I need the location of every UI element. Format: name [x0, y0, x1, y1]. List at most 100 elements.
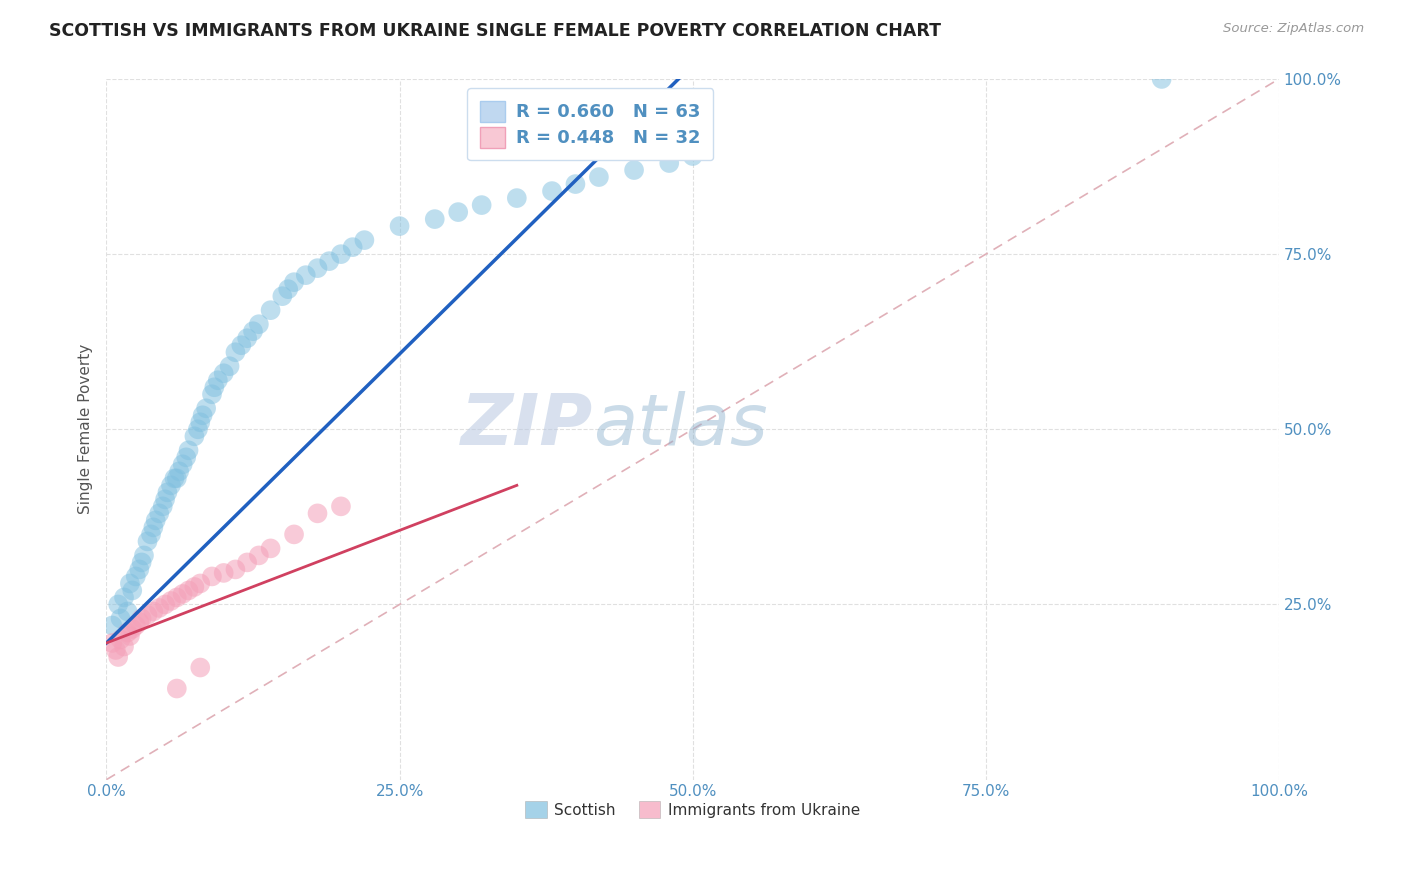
Point: [307, 261, 329, 276]
Point: [107, 650, 129, 665]
Point: [247, 549, 270, 563]
Point: [218, 359, 240, 374]
Point: [183, 580, 205, 594]
Text: atlas: atlas: [593, 392, 768, 460]
Point: [447, 205, 470, 219]
Point: [330, 500, 353, 514]
Point: [224, 345, 246, 359]
Point: [283, 527, 305, 541]
Point: [247, 317, 270, 331]
Point: [541, 184, 564, 198]
Point: [121, 583, 143, 598]
Point: [163, 471, 186, 485]
Point: [112, 640, 135, 654]
Point: [132, 549, 155, 563]
Point: [202, 380, 225, 394]
Point: [172, 458, 194, 472]
Point: [212, 366, 235, 380]
Point: [564, 177, 586, 191]
Point: [259, 541, 281, 556]
Point: [104, 643, 127, 657]
Point: [167, 464, 190, 478]
Point: [160, 478, 183, 492]
Point: [231, 338, 253, 352]
Point: [153, 492, 176, 507]
Y-axis label: Single Female Poverty: Single Female Poverty: [79, 344, 93, 515]
Point: [101, 636, 124, 650]
Text: SCOTTISH VS IMMIGRANTS FROM UKRAINE SINGLE FEMALE POVERTY CORRELATION CHART: SCOTTISH VS IMMIGRANTS FROM UKRAINE SING…: [49, 22, 941, 40]
Point: [236, 556, 259, 570]
Point: [166, 471, 188, 485]
Point: [342, 240, 364, 254]
Point: [148, 601, 170, 615]
Point: [125, 569, 148, 583]
Point: [136, 534, 159, 549]
Point: [471, 198, 494, 212]
Point: [118, 576, 141, 591]
Point: [117, 625, 139, 640]
Point: [121, 622, 143, 636]
Point: [110, 632, 132, 647]
Point: [242, 324, 264, 338]
Text: Source: ZipAtlas.com: Source: ZipAtlas.com: [1223, 22, 1364, 36]
Text: ZIP: ZIP: [461, 392, 593, 460]
Point: [142, 520, 165, 534]
Point: [153, 598, 176, 612]
Point: [166, 681, 188, 696]
Point: [330, 247, 353, 261]
Point: [177, 583, 200, 598]
Point: [110, 611, 132, 625]
Point: [188, 576, 211, 591]
Point: [423, 212, 446, 227]
Point: [128, 615, 150, 629]
Point: [136, 607, 159, 622]
Point: [160, 594, 183, 608]
Point: [388, 219, 411, 233]
Point: [142, 604, 165, 618]
Point: [117, 604, 139, 618]
Point: [294, 268, 316, 282]
Point: [166, 591, 188, 605]
Point: [139, 527, 162, 541]
Point: [588, 170, 610, 185]
Point: [236, 331, 259, 345]
Point: [212, 566, 235, 580]
Point: [277, 282, 299, 296]
Point: [283, 275, 305, 289]
Point: [145, 513, 167, 527]
Point: [259, 303, 281, 318]
Point: [118, 629, 141, 643]
Point: [271, 289, 294, 303]
Point: [183, 429, 205, 443]
Point: [201, 387, 224, 401]
Point: [658, 156, 681, 170]
Point: [353, 233, 375, 247]
Point: [682, 149, 704, 163]
Point: [224, 562, 246, 576]
Point: [177, 443, 200, 458]
Point: [188, 415, 211, 429]
Point: [191, 409, 214, 423]
Point: [152, 500, 174, 514]
Point: [112, 591, 135, 605]
Point: [148, 507, 170, 521]
Point: [188, 660, 211, 674]
Point: [207, 373, 229, 387]
Point: [174, 450, 197, 465]
Point: [125, 618, 148, 632]
Point: [128, 562, 150, 576]
Point: [156, 485, 179, 500]
Point: [623, 163, 645, 178]
Point: [131, 556, 153, 570]
Point: [201, 569, 224, 583]
Point: [131, 611, 153, 625]
Point: [318, 254, 340, 268]
Point: [172, 587, 194, 601]
Point: [195, 401, 218, 416]
Point: [307, 507, 329, 521]
Point: [101, 618, 124, 632]
Legend: Scottish, Immigrants from Ukraine: Scottish, Immigrants from Ukraine: [519, 795, 866, 824]
Point: [187, 422, 209, 436]
Point: [1150, 72, 1173, 87]
Point: [107, 598, 129, 612]
